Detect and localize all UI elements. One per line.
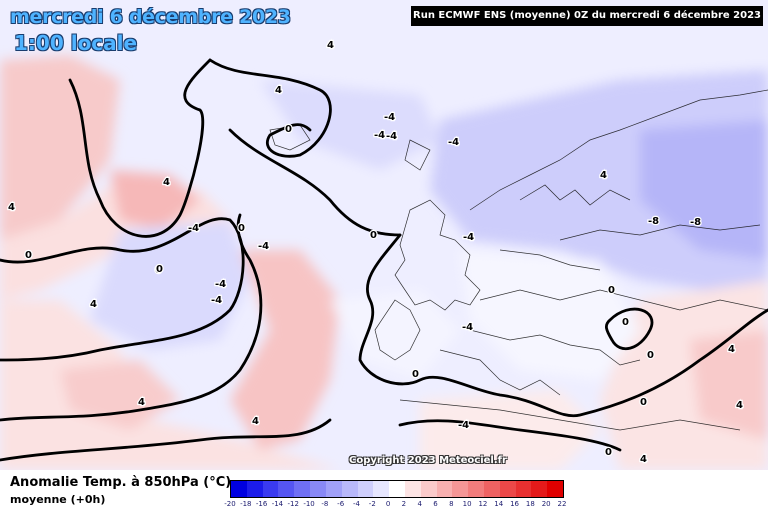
- color-scale-tick: 22: [557, 500, 567, 508]
- contour-label: 4: [327, 40, 334, 51]
- contour-label: 0: [647, 350, 654, 361]
- contour-label: -4: [458, 420, 469, 431]
- contour-label: 0: [155, 265, 162, 276]
- color-scale-swatch: [436, 481, 453, 497]
- contour-label: 0: [156, 264, 163, 275]
- contour-label: 4: [138, 397, 145, 408]
- color-scale-tick: -4: [352, 500, 360, 508]
- copyright-text: Copyright 2023 Meteociel.fr: [349, 455, 507, 466]
- legend-title: Anomalie Temp. à 850hPa (°C): [10, 475, 232, 490]
- contour-label: 0: [370, 230, 377, 241]
- color-scale-tick: 18: [525, 500, 535, 508]
- contour-label: 0: [238, 223, 245, 234]
- color-scale-tick: 20: [541, 500, 551, 508]
- color-scale-swatch: [246, 481, 263, 497]
- contour-label: -8: [690, 217, 701, 228]
- color-scale-tick: -18: [240, 500, 252, 508]
- color-scale-tick: -16: [255, 500, 268, 508]
- color-scale-tick: -14: [271, 500, 284, 508]
- color-scale-swatch: [499, 481, 516, 497]
- color-scale-swatch: [294, 481, 311, 497]
- contour-label: 4: [8, 202, 15, 213]
- contour-label: 0: [622, 317, 629, 328]
- contour-label: -4: [462, 322, 473, 333]
- map-date-title: mercredi 6 décembre 2023: [10, 6, 291, 28]
- color-scale-swatch: [373, 481, 390, 497]
- color-scale-tick: 16: [510, 500, 520, 508]
- contour-label: 0: [605, 447, 612, 458]
- contour-label: -4: [188, 223, 199, 234]
- contour-label: -4: [384, 112, 395, 123]
- contour-label: -4: [258, 241, 269, 252]
- legend-subtitle: moyenne (+0h): [10, 493, 106, 506]
- contour-label: -4: [215, 279, 226, 290]
- color-scale-swatch: [420, 481, 437, 497]
- color-scale-tick: -2: [368, 500, 376, 508]
- contour-label: 0: [608, 285, 615, 296]
- run-info-banner: Run ECMWF ENS (moyenne) 0Z du mercredi 6…: [411, 6, 763, 26]
- color-scale-tick: -6: [337, 500, 345, 508]
- color-scale-tick: 8: [449, 500, 454, 508]
- map-time-title: 1:00 locale: [14, 31, 138, 55]
- contour-label: 0: [412, 369, 419, 380]
- color-scale-tick: -10: [303, 500, 315, 508]
- color-scale-swatch: [262, 481, 279, 497]
- color-scale-tick: 14: [494, 500, 504, 508]
- contour-label: 4: [252, 416, 259, 427]
- zero-contours: [0, 58, 768, 462]
- color-scale-tick: 10: [462, 500, 472, 508]
- contour-label: 4: [736, 400, 743, 411]
- color-scale-swatch: [278, 481, 295, 497]
- contour-label: 4: [728, 344, 735, 355]
- contour-label: -4: [211, 295, 222, 306]
- color-scale-tick: -20: [224, 500, 236, 508]
- color-scale-swatch: [325, 481, 342, 497]
- color-scale-swatch: [484, 481, 500, 497]
- coastlines: [269, 89, 768, 431]
- color-scale-swatch: [547, 481, 564, 497]
- contour-label: -8: [648, 216, 659, 227]
- color-scale-swatch: [389, 481, 405, 497]
- contour-label: 4: [163, 177, 170, 188]
- color-scale-swatch: [515, 481, 532, 497]
- color-scale-tick: -12: [287, 500, 299, 508]
- color-scale-ticks: -20 -18 -16 -14 -12 -10 -8 -6 -4 -2 0 2 4 6 8 10 12 14 16 1…: [224, 500, 570, 510]
- contour-label: -4: [448, 137, 459, 148]
- color-scale-tick: 4: [417, 500, 422, 508]
- color-scale-swatch: [468, 481, 484, 497]
- contour-label: -4: [374, 130, 385, 141]
- contour-label: 0: [640, 397, 647, 408]
- color-scale-tick: 2: [401, 500, 407, 508]
- color-scale-swatch: [310, 481, 326, 497]
- color-scale-tick: -8: [321, 500, 329, 508]
- color-scale-tick: 0: [385, 500, 391, 508]
- color-scale-swatch: [404, 481, 421, 497]
- contour-label: -4: [386, 131, 397, 142]
- contour-label: 0: [25, 250, 32, 261]
- contour-label: 4: [275, 85, 282, 96]
- color-scale-tick: 12: [478, 500, 488, 508]
- color-scale: [230, 480, 564, 498]
- contour-label: 0: [285, 124, 292, 135]
- color-scale-swatch: [341, 481, 358, 497]
- color-scale-swatch: [357, 481, 374, 497]
- color-scale-swatch: [452, 481, 469, 497]
- contour-label: 4: [640, 454, 647, 465]
- color-scale-tick: 6: [433, 500, 438, 508]
- contour-label: 4: [600, 170, 607, 181]
- contour-label: -4: [463, 232, 474, 243]
- color-scale-swatch: [531, 481, 548, 497]
- contour-label: 4: [90, 299, 97, 310]
- color-scale-swatch: [231, 481, 247, 497]
